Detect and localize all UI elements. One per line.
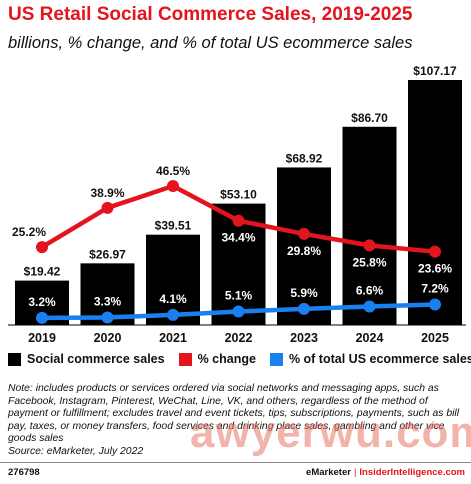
point-pct-of-total-2025 xyxy=(429,298,441,311)
bar-2025 xyxy=(408,80,462,325)
point-pct-change-2021 xyxy=(167,180,179,193)
point-pct-of-total-2024 xyxy=(363,300,376,313)
label-pct-change-2021: 46.5% xyxy=(156,164,190,178)
label-pct-of-total-2020: 3.3% xyxy=(94,295,122,309)
bar-label-2020: $26.97 xyxy=(89,247,126,261)
footer-brand: eMarketer | InsiderIntelligence.com xyxy=(306,467,465,478)
point-pct-change-2025 xyxy=(429,245,441,258)
note-text: Note: includes products or services orde… xyxy=(8,383,460,445)
point-pct-of-total-2019 xyxy=(36,311,48,324)
chart-canvas: $19.42 $26.97 $39.51 $53.10 $68.92 $86.70 $107… xyxy=(8,64,466,344)
bar-label-2022: $53.10 xyxy=(220,188,257,202)
x-tick-2025: 2025 xyxy=(421,331,449,344)
label-pct-change-2019: 25.2% xyxy=(12,225,46,239)
x-tick-2019: 2019 xyxy=(28,331,56,344)
legend-item-sales: Social commerce sales xyxy=(8,352,165,366)
legend: Social commerce sales % change % of tota… xyxy=(8,351,471,367)
label-pct-change-2022: 34.4% xyxy=(221,231,255,245)
label-pct-of-total-2024: 6.6% xyxy=(356,284,384,298)
legend-label-share: % of total US ecommerce sales xyxy=(288,352,471,366)
chart-id: 276798 xyxy=(8,467,40,478)
label-pct-of-total-2022: 5.1% xyxy=(225,289,253,303)
brand-insider-intelligence: InsiderIntelligence.com xyxy=(359,467,465,478)
point-pct-change-2023 xyxy=(298,227,310,240)
legend-label-change: % change xyxy=(197,352,256,366)
label-pct-change-2024: 25.8% xyxy=(352,255,386,269)
chart-subtitle: billions, % change, and % of total US ec… xyxy=(8,34,413,52)
bar-2023 xyxy=(277,167,331,325)
legend-item-change: % change xyxy=(178,352,256,366)
bar-label-2023: $68.92 xyxy=(286,151,323,165)
brand-emarketer: eMarketer xyxy=(306,467,351,478)
legend-swatch-sales xyxy=(8,352,21,366)
point-pct-of-total-2022 xyxy=(232,305,245,318)
x-tick-2024: 2024 xyxy=(356,331,384,344)
legend-swatch-share xyxy=(269,352,283,366)
label-pct-of-total-2025: 7.2% xyxy=(421,282,449,296)
bar-label-2025: $107.17 xyxy=(413,64,457,78)
x-tick-2020: 2020 xyxy=(94,331,122,344)
label-pct-change-2025: 23.6% xyxy=(418,262,452,276)
legend-label-sales: Social commerce sales xyxy=(27,352,165,366)
x-tick-2021: 2021 xyxy=(159,331,187,344)
point-pct-change-2020 xyxy=(101,201,114,214)
x-tick-2023: 2023 xyxy=(290,331,318,344)
legend-swatch-change xyxy=(178,352,192,366)
label-pct-of-total-2023: 5.9% xyxy=(290,286,318,300)
label-pct-of-total-2021: 4.1% xyxy=(159,292,187,306)
bar-label-2024: $86.70 xyxy=(351,111,388,125)
watermark: awyerwu.com xyxy=(190,408,471,457)
bar-2024 xyxy=(342,126,397,326)
point-pct-of-total-2020 xyxy=(101,311,114,324)
label-pct-change-2020: 38.9% xyxy=(90,186,124,200)
legend-item-share: % of total US ecommerce sales xyxy=(269,352,471,366)
bar-label-2021: $39.51 xyxy=(155,219,192,233)
point-pct-change-2024 xyxy=(363,239,376,252)
chart-note: Note: includes products or services orde… xyxy=(8,383,470,459)
point-pct-change-2019 xyxy=(36,241,48,254)
point-pct-of-total-2021 xyxy=(167,308,179,321)
x-tick-2022: 2022 xyxy=(225,331,253,344)
bar-label-2019: $19.42 xyxy=(24,265,61,279)
label-pct-change-2023: 29.8% xyxy=(287,244,321,258)
label-pct-of-total-2019: 3.2% xyxy=(28,295,56,309)
brand-separator: | xyxy=(353,467,357,478)
point-pct-of-total-2023 xyxy=(298,302,310,315)
chart-title: US Retail Social Commerce Sales, 2019-20… xyxy=(8,4,413,25)
point-pct-change-2022 xyxy=(232,214,245,227)
footer-divider xyxy=(0,462,471,463)
source-text: Source: eMarketer, July 2022 xyxy=(8,445,144,457)
